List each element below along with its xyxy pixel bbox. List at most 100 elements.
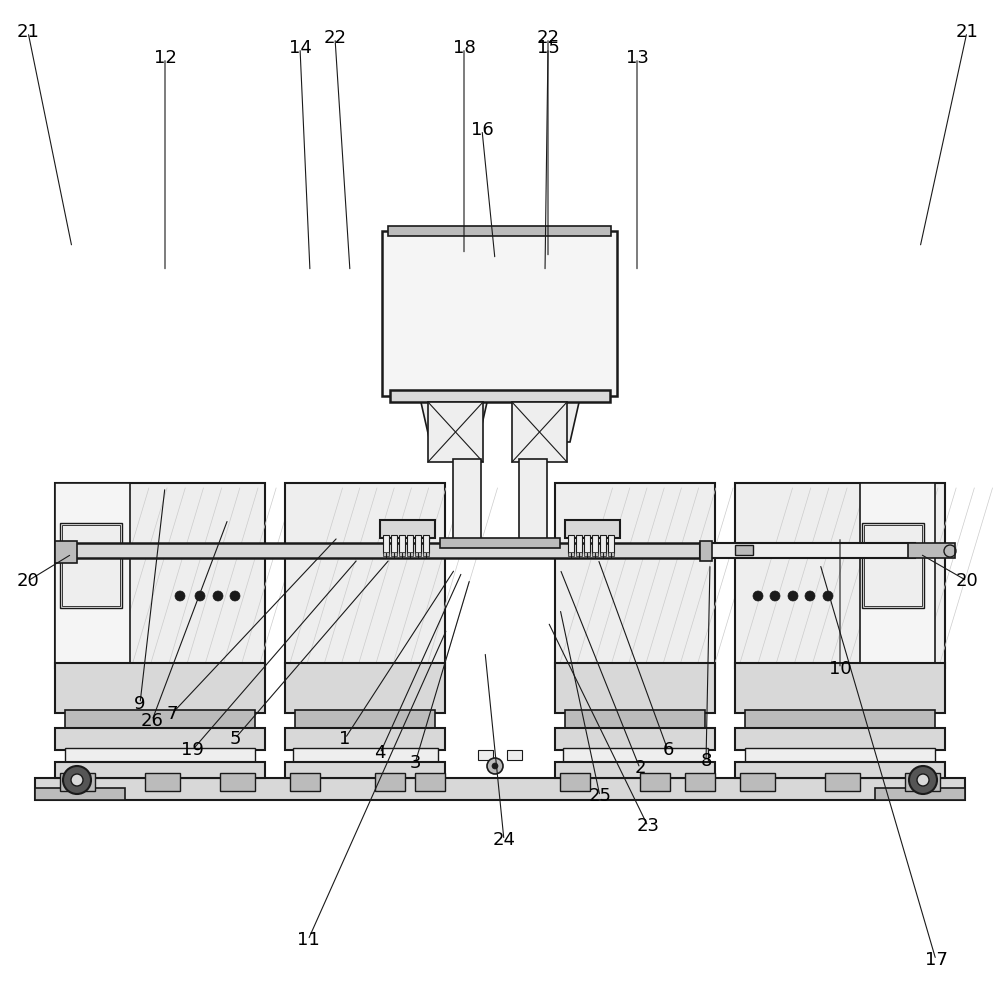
Bar	[415, 552, 421, 556]
Text: 7: 7	[166, 705, 178, 723]
Circle shape	[909, 766, 937, 794]
Circle shape	[823, 591, 833, 601]
Bar	[65, 748, 255, 763]
Circle shape	[175, 591, 185, 601]
Bar	[415, 773, 445, 791]
Bar	[600, 552, 606, 556]
Bar	[399, 552, 405, 556]
Text: 17: 17	[925, 951, 947, 969]
Text: 3: 3	[409, 754, 421, 772]
Bar	[383, 535, 389, 553]
Bar	[519, 459, 547, 543]
Bar	[555, 663, 715, 713]
Circle shape	[788, 591, 798, 601]
Bar	[555, 483, 715, 668]
Text: 5: 5	[229, 730, 241, 748]
Bar	[700, 541, 712, 561]
Bar	[555, 728, 715, 750]
Circle shape	[753, 591, 763, 601]
Bar	[568, 552, 574, 556]
Bar	[825, 773, 860, 791]
Bar	[391, 535, 397, 553]
Text: 2: 2	[634, 759, 646, 777]
Bar	[55, 483, 130, 668]
Bar	[864, 525, 922, 606]
Circle shape	[213, 591, 223, 601]
Bar	[507, 750, 522, 760]
Bar	[440, 538, 560, 548]
Bar	[560, 773, 590, 791]
Circle shape	[195, 591, 205, 601]
Text: 6: 6	[662, 742, 674, 759]
Text: 22: 22	[536, 29, 560, 47]
Bar	[220, 773, 255, 791]
Text: 18: 18	[453, 39, 475, 57]
Bar	[383, 552, 389, 556]
Bar	[55, 728, 265, 750]
Bar	[423, 552, 429, 556]
Bar	[735, 728, 945, 750]
Bar	[565, 710, 705, 730]
Bar	[453, 459, 481, 543]
Bar	[568, 535, 574, 553]
Bar	[584, 535, 590, 553]
Bar	[478, 750, 493, 760]
Circle shape	[487, 758, 503, 774]
Bar	[382, 231, 617, 396]
Text: 20: 20	[17, 572, 39, 590]
Text: 9: 9	[134, 695, 146, 713]
Bar	[608, 552, 614, 556]
Bar	[290, 773, 320, 791]
Bar	[875, 788, 965, 800]
Bar	[391, 552, 397, 556]
Bar	[293, 748, 438, 763]
Bar	[60, 773, 95, 791]
Text: 21: 21	[956, 23, 978, 41]
Text: 20: 20	[956, 572, 978, 590]
Polygon shape	[420, 398, 488, 442]
Bar	[65, 710, 255, 730]
Bar	[55, 483, 265, 668]
Text: 11: 11	[297, 931, 319, 949]
Bar	[375, 773, 405, 791]
Bar	[563, 748, 708, 763]
Text: 12: 12	[154, 49, 176, 67]
Bar	[415, 535, 421, 553]
Bar	[685, 773, 715, 791]
Bar	[62, 525, 120, 606]
Bar	[640, 773, 670, 791]
Circle shape	[917, 774, 929, 786]
Text: 8: 8	[700, 752, 712, 770]
Bar	[428, 402, 483, 462]
Bar	[905, 773, 940, 791]
Bar	[908, 543, 955, 558]
Bar	[740, 773, 775, 791]
Bar	[862, 523, 924, 608]
Bar	[55, 663, 265, 713]
Text: 1: 1	[339, 730, 351, 748]
Bar	[592, 535, 598, 553]
Text: 16: 16	[471, 121, 493, 139]
Bar	[145, 773, 180, 791]
Bar	[555, 762, 715, 778]
Polygon shape	[512, 398, 580, 442]
Bar	[600, 535, 606, 553]
Bar	[55, 762, 265, 778]
Bar	[745, 748, 935, 763]
Text: 14: 14	[289, 39, 311, 57]
Bar	[735, 483, 945, 668]
Bar	[860, 483, 935, 668]
Circle shape	[71, 774, 83, 786]
Text: 26: 26	[141, 712, 163, 730]
Bar	[565, 520, 620, 538]
Bar	[512, 402, 567, 462]
Text: 15: 15	[537, 39, 559, 57]
Circle shape	[230, 591, 240, 601]
Bar	[576, 535, 582, 553]
Text: 21: 21	[17, 23, 39, 41]
Bar	[407, 535, 413, 553]
Bar	[390, 390, 610, 402]
Bar	[745, 710, 935, 730]
Circle shape	[805, 591, 815, 601]
Text: 22: 22	[324, 29, 347, 47]
